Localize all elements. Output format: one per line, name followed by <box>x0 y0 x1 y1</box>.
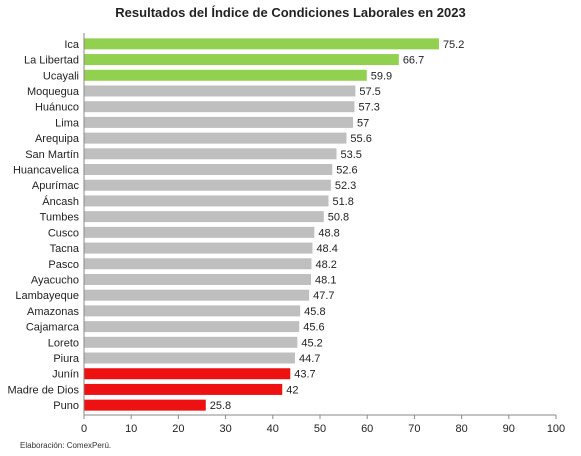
data-label: 57.5 <box>359 86 380 98</box>
category-label: Piura <box>53 353 80 365</box>
data-label: 52.3 <box>335 180 356 192</box>
bar <box>84 336 298 348</box>
data-label: 75.2 <box>443 39 464 51</box>
bar <box>84 273 312 285</box>
category-label: Ica <box>64 39 80 51</box>
x-tick-label: 90 <box>503 423 515 435</box>
x-tick-label: 30 <box>219 423 231 435</box>
bar <box>84 368 291 380</box>
bar <box>84 164 333 176</box>
bar <box>84 399 206 411</box>
category-label: Tacna <box>50 243 80 255</box>
bar <box>84 305 301 317</box>
source-note: Elaboración: ComexPerú. <box>20 441 112 450</box>
bar <box>84 116 354 128</box>
data-label: 51.8 <box>332 196 353 208</box>
category-label: Tumbes <box>40 212 80 224</box>
bar <box>84 148 337 160</box>
data-label: 42 <box>286 384 298 396</box>
data-label: 52.6 <box>336 165 357 177</box>
category-label: Ucayali <box>43 70 79 82</box>
bar <box>84 69 367 81</box>
data-label: 48.8 <box>318 227 339 239</box>
data-label: 45.2 <box>301 337 322 349</box>
data-label: 45.8 <box>304 306 325 318</box>
data-label: 53.5 <box>341 149 362 161</box>
x-tick-label: 80 <box>455 423 467 435</box>
data-label: 44.7 <box>299 353 320 365</box>
x-tick-label: 0 <box>81 423 87 435</box>
data-label: 48.1 <box>315 274 336 286</box>
data-label: 66.7 <box>403 55 424 67</box>
bar <box>84 383 283 395</box>
data-label: 57.3 <box>358 102 379 114</box>
x-tick-label: 50 <box>314 423 326 435</box>
x-tick-label: 60 <box>361 423 373 435</box>
bar <box>84 258 312 270</box>
category-label: Amazonas <box>27 306 79 318</box>
category-label: Ayacucho <box>31 274 79 286</box>
data-label: 59.9 <box>371 70 392 82</box>
data-label: 48.4 <box>316 243 337 255</box>
bar <box>84 352 295 364</box>
category-label: Huánuco <box>35 102 79 114</box>
bar <box>84 321 300 333</box>
data-label: 47.7 <box>313 290 334 302</box>
data-label: 48.2 <box>316 259 337 271</box>
bar <box>84 226 315 238</box>
category-label: Madre de Dios <box>7 384 79 396</box>
data-label: 50.8 <box>328 212 349 224</box>
category-label: Huancavelica <box>13 165 80 177</box>
category-label: Puno <box>53 400 79 412</box>
bar <box>84 179 331 191</box>
data-label: 43.7 <box>294 369 315 381</box>
bar <box>84 132 347 144</box>
x-tick-label: 70 <box>408 423 420 435</box>
x-tick-label: 20 <box>172 423 184 435</box>
category-label: San Martín <box>25 149 79 161</box>
category-label: Pasco <box>48 259 79 271</box>
category-label: Cajamarca <box>26 322 80 334</box>
bar <box>84 211 324 223</box>
category-label: La Libertad <box>24 55 79 67</box>
chart-title: Resultados del Índice de Condiciones Lab… <box>115 5 466 20</box>
category-label: Áncash <box>42 195 79 208</box>
bar <box>84 85 356 97</box>
bar <box>84 195 329 207</box>
bar <box>84 289 310 301</box>
category-label: Lambayeque <box>15 290 79 302</box>
x-tick-label: 100 <box>547 423 565 435</box>
category-label: Arequipa <box>35 133 80 145</box>
data-label: 55.6 <box>350 133 371 145</box>
x-tick-label: 10 <box>125 423 137 435</box>
bar <box>84 101 355 113</box>
bar <box>84 38 439 50</box>
x-tick-label: 40 <box>267 423 279 435</box>
category-label: Lima <box>55 117 80 129</box>
data-label: 25.8 <box>210 400 231 412</box>
bar <box>84 242 313 254</box>
category-label: Cusco <box>48 227 79 239</box>
category-label: Loreto <box>48 337 79 349</box>
category-label: Junín <box>52 369 79 381</box>
data-label: 57 <box>357 117 369 129</box>
data-label: 45.6 <box>303 322 324 334</box>
category-label: Apurímac <box>32 180 80 192</box>
bar <box>84 54 399 66</box>
category-label: Moquegua <box>27 86 80 98</box>
